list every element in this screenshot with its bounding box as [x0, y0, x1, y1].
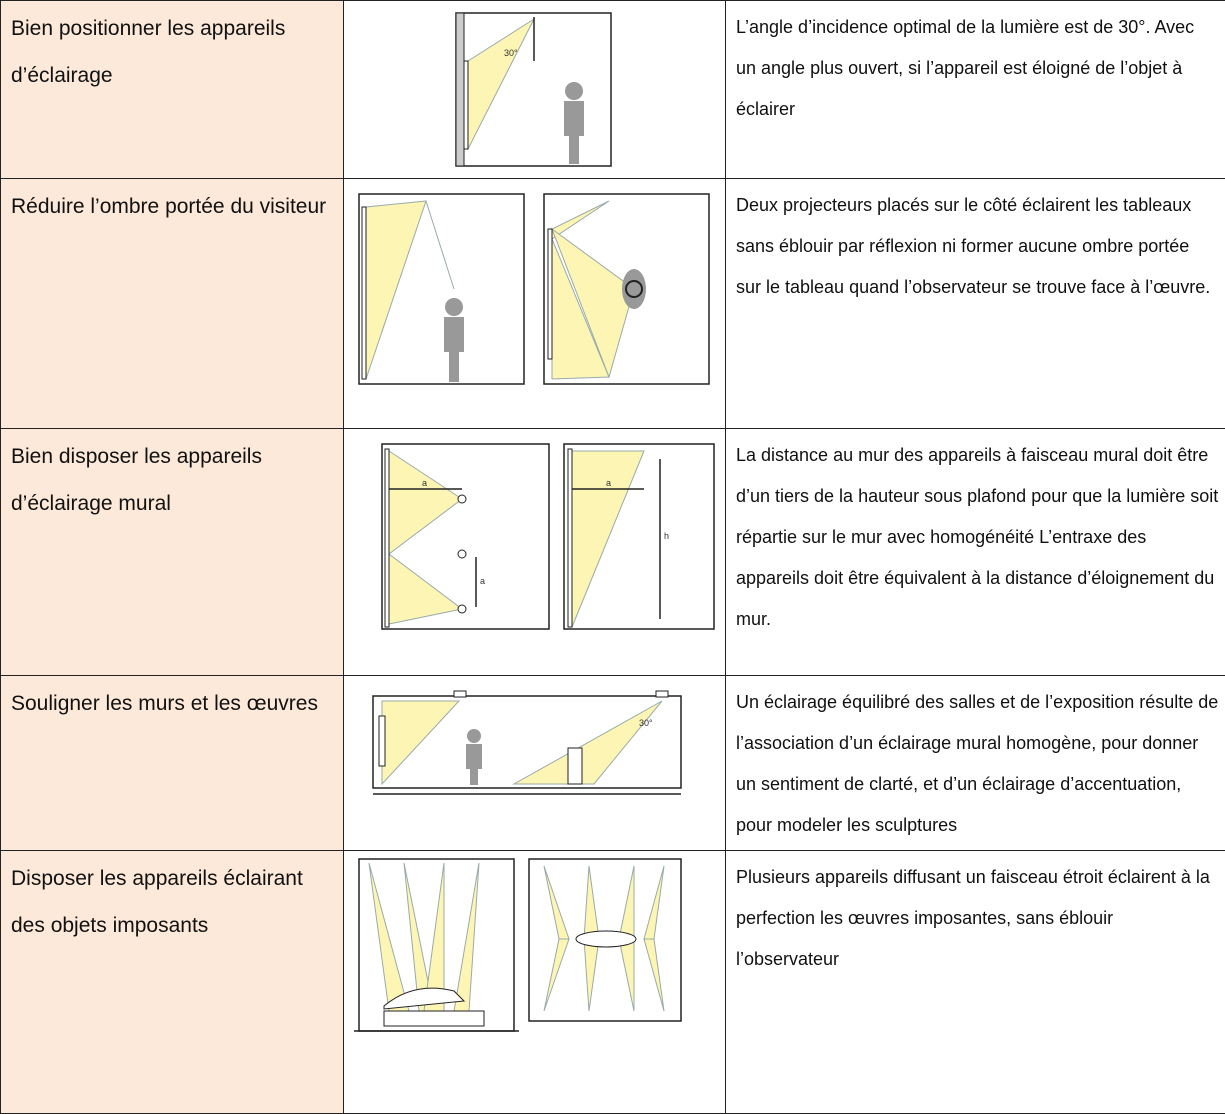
- figure: a a a h: [344, 429, 724, 674]
- figure: 30°: [344, 676, 724, 849]
- figure: 30°: [344, 1, 724, 177]
- figure-cell: 30°: [344, 676, 726, 851]
- figure-cell: 30°: [344, 1, 726, 179]
- row-description: Plusieurs appareils diffusant un faiscea…: [726, 851, 1225, 1114]
- figure-cell: [344, 851, 726, 1114]
- row: Bien positionner les appareils d’éclaira…: [1, 1, 1225, 179]
- row-description: Un éclairage équilibré des salles et de …: [726, 676, 1225, 851]
- row: Souligner les murs et les œuvres 30° Un …: [1, 676, 1225, 851]
- figure-label: a: [606, 478, 611, 488]
- figure: [344, 851, 724, 1112]
- figure-label: 30°: [504, 48, 518, 58]
- figure-label: 30°: [639, 718, 653, 728]
- figure-label: a: [422, 478, 427, 488]
- figure-label: h: [664, 531, 669, 541]
- figure-cell: a a a h: [344, 429, 726, 676]
- row-title: Souligner les murs et les œuvres: [1, 676, 344, 851]
- row-description: L’angle d’incidence optimal de la lumièr…: [726, 1, 1225, 179]
- row-title: Disposer les appareils éclairant des obj…: [1, 851, 344, 1114]
- figure: [344, 179, 724, 427]
- row: Réduire l’ombre portée du visiteur Deux …: [1, 179, 1225, 429]
- row-title: Bien disposer les appareils d’éclairage …: [1, 429, 344, 676]
- row-title: Réduire l’ombre portée du visiteur: [1, 179, 344, 429]
- figure-cell: [344, 179, 726, 429]
- row-description: Deux projecteurs placés sur le côté écla…: [726, 179, 1225, 429]
- row-description: La distance au mur des appareils à faisc…: [726, 429, 1225, 676]
- row-title: Bien positionner les appareils d’éclaira…: [1, 1, 344, 179]
- figure-label: a: [480, 576, 485, 586]
- row: Bien disposer les appareils d’éclairage …: [1, 429, 1225, 676]
- row: Disposer les appareils éclairant des obj…: [1, 851, 1225, 1114]
